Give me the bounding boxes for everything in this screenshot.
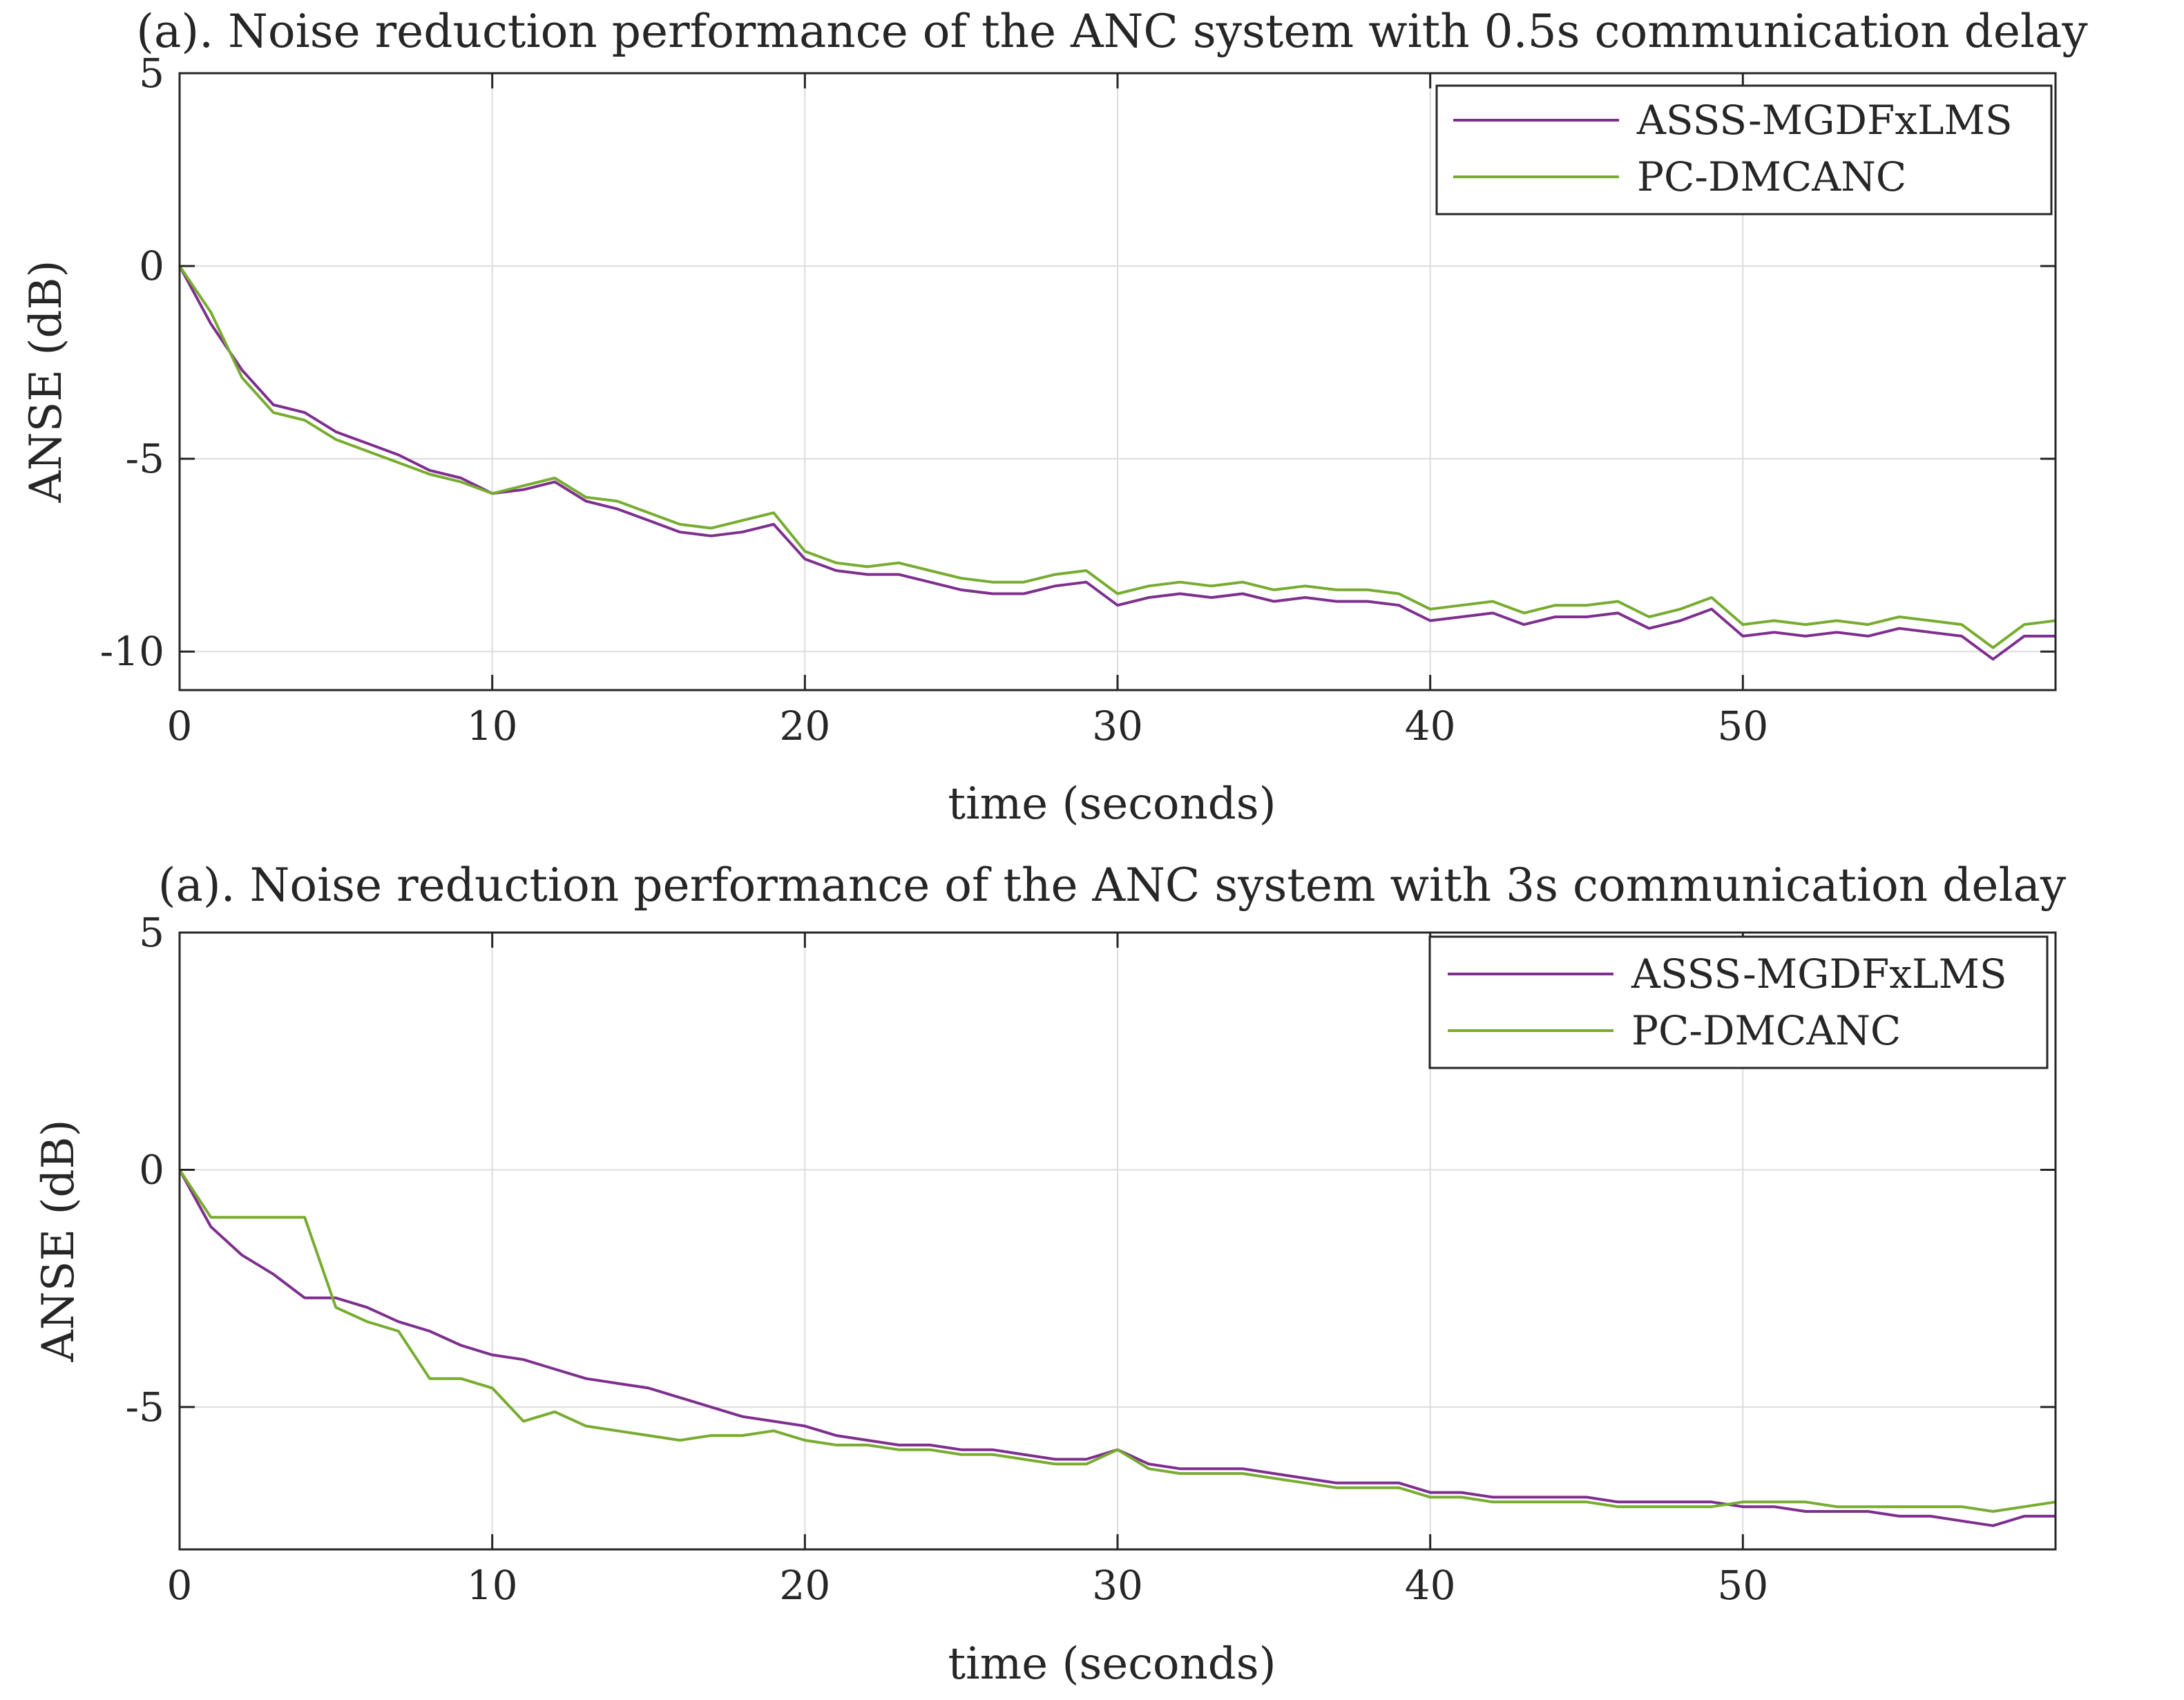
x-axis-label: time (seconds) [948, 779, 1276, 830]
y-axis-label: ANSE (dB) [21, 260, 72, 503]
y-tick-label: 0 [139, 242, 164, 289]
x-tick-label: 50 [1717, 703, 1768, 749]
legend: ASSS-MGDFxLMS PC-DMCANC [1435, 84, 2053, 216]
series-line-pc-dmcanc [178, 1169, 2056, 1513]
series-lines [178, 265, 2056, 661]
x-tick-label: 10 [467, 1562, 518, 1609]
chart-panel-0.5s-delay: (a). Noise reduction performance of the … [21, 5, 2088, 830]
x-tick-label: 40 [1405, 703, 1456, 749]
legend-box [1428, 935, 2049, 1069]
legend-label-asss-mgdfxlms: ASSS-MGDFxLMS [1636, 97, 2013, 144]
x-tick-label: 20 [779, 1562, 830, 1609]
legend-label-pc-dmcanc: PC-DMCANC [1631, 1007, 1901, 1054]
y-tick-label: -10 [100, 628, 164, 675]
chart-title: (a). Noise reduction performance of the … [136, 5, 2088, 58]
y-axis-label: ANSE (dB) [33, 1119, 84, 1362]
legend-label-pc-dmcanc: PC-DMCANC [1637, 153, 1906, 200]
chart-title: (a). Noise reduction performance of the … [158, 859, 2067, 912]
y-tick-label: 0 [139, 1146, 164, 1193]
y-tick-label: -5 [126, 1384, 165, 1431]
x-tick-label: 0 [167, 1562, 193, 1609]
legend: ASSS-MGDFxLMS PC-DMCANC [1428, 935, 2049, 1069]
x-tick-label: 40 [1405, 1562, 1456, 1609]
y-tick-label: -5 [126, 435, 165, 482]
legend-box [1435, 84, 2053, 216]
x-tick-label: 30 [1092, 703, 1143, 749]
x-tick-label: 30 [1092, 1562, 1143, 1609]
x-tick-label: 20 [779, 703, 830, 749]
axis-ticks: 0 10 20 30 40 50 -10 -5 0 5 [100, 50, 2056, 749]
x-tick-label: 50 [1717, 1562, 1768, 1609]
axis-ticks: 0 10 20 30 40 50 -5 0 5 [126, 909, 2056, 1609]
x-tick-label: 0 [167, 703, 193, 749]
series-lines [178, 1169, 2056, 1527]
chart-panel-3s-delay: (a). Noise reduction performance of the … [33, 859, 2067, 1690]
y-tick-label: 5 [139, 909, 164, 956]
series-line-pc-dmcanc [178, 265, 2056, 649]
x-axis-label: time (seconds) [948, 1639, 1276, 1690]
y-tick-label: 5 [139, 50, 164, 97]
x-tick-label: 10 [467, 703, 518, 749]
legend-label-asss-mgdfxlms: ASSS-MGDFxLMS [1631, 951, 2007, 997]
